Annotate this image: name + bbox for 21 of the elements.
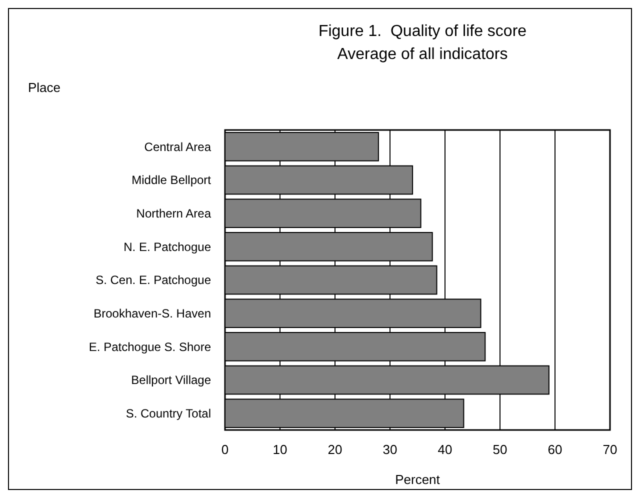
x-tick-label: 10 [272, 442, 288, 457]
y-tick-label: Northern Area [136, 206, 212, 221]
y-axis-title: Place [28, 80, 61, 95]
y-tick-label: N. E. Patchogue [124, 240, 212, 254]
chart-title: Figure 1. Quality of life score [318, 23, 527, 40]
y-tick-label: Central Area [144, 140, 212, 154]
chart-subtitle: Average of all indicators [337, 46, 508, 63]
x-tick-label: 50 [492, 442, 508, 457]
x-axis-title: Percent [395, 472, 440, 487]
x-tick-label: 70 [602, 442, 618, 457]
x-tick-label: 40 [438, 442, 452, 457]
x-tick-label: 20 [328, 442, 342, 457]
y-tick-label: S. Cen. E. Patchogue [96, 273, 212, 288]
y-tick-label: Brookhaven-S. Haven [94, 306, 211, 321]
x-tick-label: 30 [382, 442, 398, 457]
y-tick-label: E. Patchogue S. Shore [88, 340, 212, 354]
x-tick-label: 60 [548, 442, 562, 457]
y-tick-label: Middle Bellport [132, 173, 212, 188]
x-tick-label: 0 [221, 442, 229, 457]
y-tick-label: S. Country Total [126, 406, 211, 421]
y-tick-label: Bellport Village [131, 373, 212, 388]
